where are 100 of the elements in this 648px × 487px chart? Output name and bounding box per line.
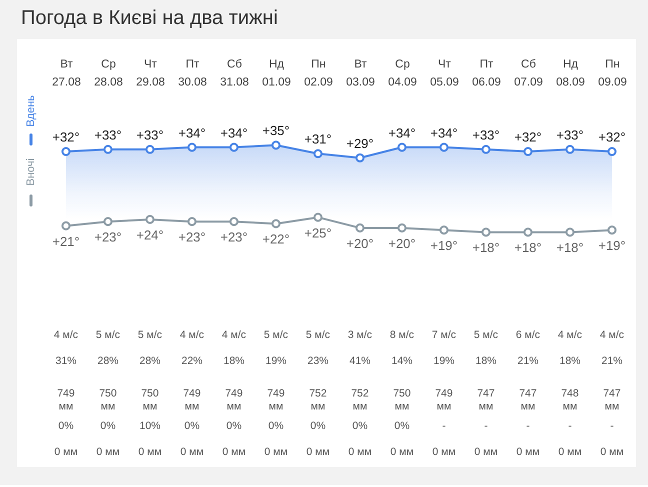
text: 19% (265, 355, 286, 367)
text: 28% (139, 355, 160, 367)
text: 8 м/с (390, 329, 414, 341)
data-label: +19° (430, 238, 458, 254)
data-label: +18° (556, 240, 584, 256)
point (271, 219, 281, 228)
data-label: +29° (346, 136, 374, 151)
x-tick-label: Пн 09.09 (598, 58, 627, 88)
text: 21% (601, 355, 622, 367)
text: 0 мм (180, 446, 204, 458)
text: 14% (391, 355, 412, 367)
text: 747 мм (519, 388, 537, 412)
x-tick-label: Чт 29.08 (136, 58, 165, 88)
text: 0% (394, 420, 410, 432)
text: 752 мм (351, 388, 369, 412)
text: 0 мм (138, 446, 162, 458)
text: 6 м/с (516, 329, 540, 341)
text: 749 мм (57, 388, 75, 412)
text: 5 м/с (264, 329, 288, 341)
data-label: +20° (388, 236, 416, 251)
point (103, 217, 113, 226)
text: Вдень (25, 94, 37, 127)
data-label: +23° (178, 230, 206, 245)
text: 750 мм (99, 388, 117, 412)
text: 752 мм (309, 388, 327, 412)
text: 0 мм (558, 446, 582, 458)
point (187, 217, 197, 226)
x-tick-label: Пт 06.09 (472, 58, 501, 88)
text: 0 мм (54, 446, 78, 458)
text: 28% (97, 355, 118, 367)
data-label: +22° (262, 232, 290, 247)
data-label: +18° (514, 240, 542, 256)
text: 0 мм (348, 446, 372, 458)
point (145, 144, 155, 154)
text: 0 мм (222, 446, 246, 458)
text: 0% (184, 420, 200, 432)
text: Вночі (25, 158, 37, 186)
point (145, 214, 155, 224)
data-label: +34° (388, 125, 416, 140)
data-label: +35° (262, 123, 290, 138)
x-tick-label: Вт 27.08 (52, 58, 81, 88)
text: 5 м/с (474, 329, 498, 341)
x-tick-label: Ср 04.09 (388, 58, 417, 88)
data-label: +34° (430, 125, 458, 140)
text: 18% (223, 355, 244, 367)
data-label: +32° (514, 130, 542, 145)
text: 747 мм (603, 388, 621, 412)
data-label: +20° (346, 236, 374, 251)
data-label: +19° (598, 238, 626, 254)
text: 4 м/с (222, 329, 246, 341)
text: 0% (310, 420, 326, 432)
data-label: +18° (472, 240, 500, 256)
point (565, 144, 575, 154)
text: 749 мм (183, 388, 201, 412)
x-tick-label: Нд 01.09 (262, 58, 291, 88)
text: 747 мм (477, 388, 495, 412)
text: - (610, 420, 614, 432)
data-label: +33° (472, 127, 500, 142)
text: 0 мм (432, 446, 456, 458)
text: 31% (55, 355, 76, 367)
point (397, 142, 407, 152)
point (313, 149, 323, 158)
text: 5 м/с (96, 329, 120, 341)
point (187, 142, 197, 152)
text: 21% (517, 355, 538, 367)
text: 4 м/с (558, 329, 582, 341)
data-label: +34° (220, 125, 248, 140)
x-tick-label: Ср 28.08 (94, 58, 123, 88)
x-tick-label: Пт 30.08 (178, 58, 207, 88)
text: 0% (226, 420, 242, 432)
text: 7 м/с (432, 329, 456, 341)
text: 750 мм (141, 388, 159, 412)
text: 0 мм (600, 446, 624, 458)
text: 750 мм (393, 388, 411, 412)
point (229, 142, 239, 152)
text: - (526, 420, 530, 432)
text: 5 м/с (306, 329, 330, 341)
text: 41% (349, 355, 370, 367)
data-label: +33° (94, 127, 122, 142)
data-label: +34° (178, 125, 206, 140)
point (439, 142, 449, 152)
text: 23% (307, 355, 328, 367)
point (229, 217, 239, 226)
data-label: +31° (304, 132, 332, 147)
point (523, 228, 533, 237)
text: 4 м/с (54, 329, 78, 341)
text: - (484, 420, 488, 432)
data-label: +32° (52, 130, 80, 145)
x-tick-label: Вт 03.09 (346, 58, 375, 88)
text: 0% (268, 420, 284, 432)
chart-title: Погода в Києві на два тижні (21, 7, 278, 29)
text: 749 мм (267, 388, 285, 412)
text: 749 мм (225, 388, 243, 412)
data-label: +23° (94, 230, 122, 245)
text: - (442, 420, 446, 432)
x-tick-label: Нд 08.09 (556, 58, 585, 88)
text: 0 мм (96, 446, 120, 458)
point (565, 228, 575, 237)
text: 3 м/с (348, 329, 372, 341)
x-tick-label: Пн 02.09 (304, 58, 333, 88)
